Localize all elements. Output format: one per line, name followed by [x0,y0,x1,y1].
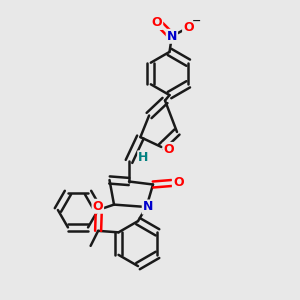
Text: O: O [183,21,194,34]
Text: O: O [152,16,162,29]
Text: O: O [164,143,174,156]
Text: N: N [167,30,177,43]
Text: −: − [192,16,202,26]
Text: O: O [92,200,103,213]
Text: N: N [143,200,153,214]
Text: O: O [173,176,184,190]
Text: H: H [138,151,148,164]
